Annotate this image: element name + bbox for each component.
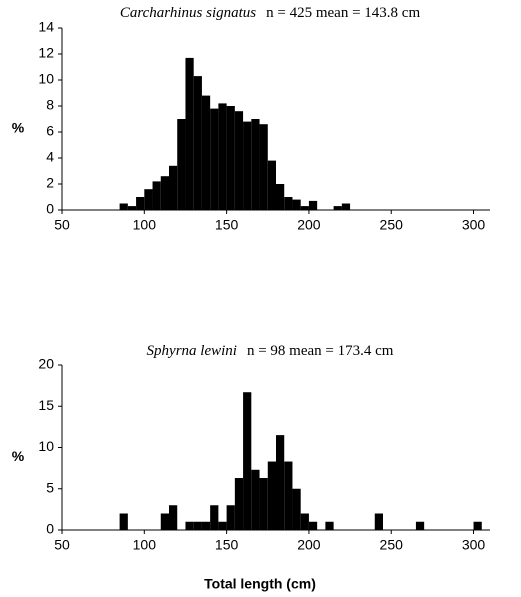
bar [218,521,227,530]
title-species: Sphyrna lewini [147,343,237,359]
bar [276,435,285,530]
title-stats: n = 425 mean = 143.8 cm [266,5,420,21]
bar [177,119,186,210]
x-tick-label: 100 [133,217,157,233]
bar [292,488,301,530]
bar [201,521,211,530]
bar [119,203,128,210]
x-tick-label: 150 [215,217,239,233]
y-tick-label: 8 [46,97,54,113]
bar [119,513,128,530]
bar [267,461,276,530]
bar [201,95,211,210]
x-axis-label: Total length (cm) [204,576,316,592]
chart-title: Sphyrna lewini n = 98 mean = 173.4 cm [147,343,394,359]
bar [210,505,219,530]
bar [193,521,202,530]
bar [226,106,235,210]
x-tick-label: 250 [380,537,404,553]
bar [284,461,293,530]
bar [276,184,285,210]
y-tick-label: 15 [38,397,54,413]
bar [218,103,227,210]
bar [185,57,194,211]
bar [292,199,301,210]
bar [152,181,161,210]
bar [251,119,260,210]
x-tick-label: 100 [133,537,157,553]
bar [210,108,219,210]
y-tick-label: 0 [46,521,54,537]
y-tick-label: 12 [38,45,54,61]
bar [234,478,244,530]
bar [160,513,169,530]
bar [144,189,153,210]
bar [308,521,318,530]
bar [234,111,244,210]
x-tick-label: 50 [54,537,70,553]
bar [284,197,293,210]
bar [251,469,260,530]
title-stats: n = 98 mean = 173.4 cm [247,343,394,359]
bar [243,121,252,210]
y-tick-label: 4 [46,149,54,165]
bar [473,521,482,530]
y-tick-label: 0 [46,201,54,217]
bar [127,206,137,210]
bar [243,392,252,530]
bar [300,513,309,530]
y-tick-label: 20 [38,356,54,372]
y-axis-label: % [12,120,25,136]
x-tick-label: 50 [54,217,70,233]
x-tick-label: 200 [297,537,321,553]
bar [341,203,351,210]
bar [259,124,268,210]
x-tick-label: 300 [462,537,486,553]
x-tick-label: 300 [462,217,486,233]
bar [325,521,334,530]
bar [136,197,145,210]
bar [415,521,425,530]
bar [267,160,276,210]
y-axis-label: % [12,448,25,464]
x-tick-label: 250 [380,217,404,233]
y-tick-label: 10 [38,438,54,454]
bar [169,165,178,210]
bar [185,521,194,530]
bar [308,200,318,210]
title-species: Carcharhinus signatus [120,5,256,21]
y-tick-label: 2 [46,175,54,191]
x-tick-label: 150 [215,537,239,553]
bar [226,505,235,530]
y-tick-label: 10 [38,71,54,87]
y-tick-label: 14 [38,19,54,35]
bar [300,206,309,210]
bar [374,513,383,530]
y-tick-label: 5 [46,479,54,495]
bar [193,76,202,210]
bar [333,206,342,210]
bar [259,478,268,530]
x-tick-label: 200 [297,217,321,233]
y-tick-label: 6 [46,123,54,139]
bar [169,505,178,530]
bar [160,176,169,210]
chart-title: Carcharhinus signatus n = 425 mean = 143.… [120,5,421,21]
